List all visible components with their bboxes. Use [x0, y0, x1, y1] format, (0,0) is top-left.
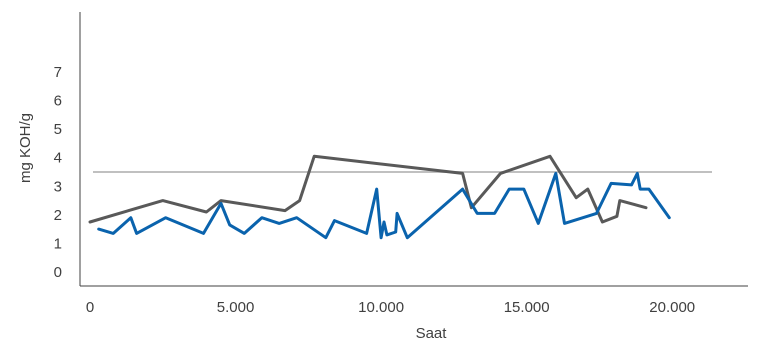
series-group	[88, 154, 671, 240]
x-axis-title: Saat	[416, 325, 448, 342]
y-tick-label: 3	[54, 178, 62, 195]
y-tick-label: 5	[54, 121, 62, 138]
y-tick-label: 0	[54, 264, 62, 281]
y-tick-label: 1	[54, 235, 62, 252]
x-tick-label: 5.000	[217, 299, 255, 316]
x-tick-label: 15.000	[504, 299, 550, 316]
y-axis-tick-labels: 0 1 2 3 4 5 6 7	[54, 64, 62, 281]
x-axis-tick-labels: 0 5.000 10.000 15.000 20.000	[86, 299, 695, 316]
y-tick-label: 6	[54, 93, 62, 110]
series-line-2	[97, 171, 671, 240]
x-tick-label: 20.000	[649, 299, 695, 316]
x-tick-label: 10.000	[358, 299, 404, 316]
y-axis-title: mg KOH/g	[17, 113, 34, 183]
y-tick-label: 2	[54, 207, 62, 224]
series-line-1	[88, 154, 648, 224]
y-tick-label: 4	[54, 150, 62, 167]
x-tick-label: 0	[86, 299, 94, 316]
y-tick-label: 7	[54, 64, 62, 81]
